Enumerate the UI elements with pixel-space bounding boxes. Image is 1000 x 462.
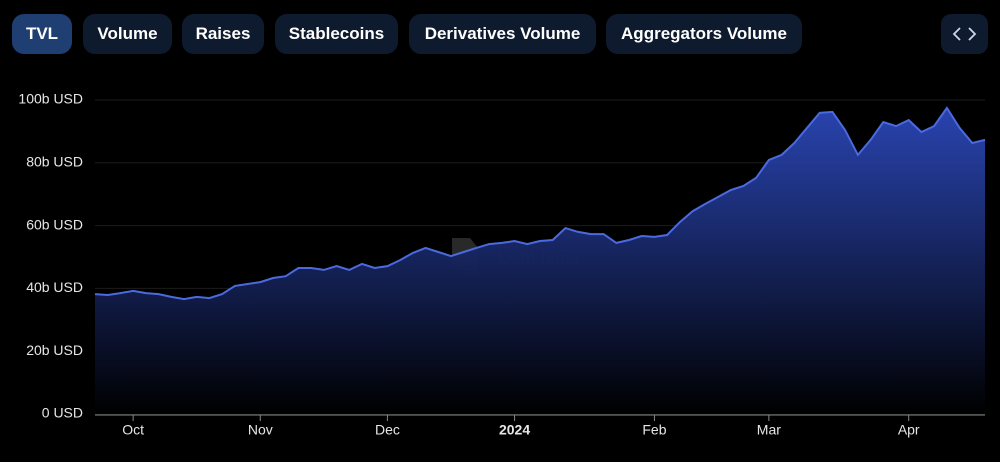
x-tick-label: Oct [122,422,144,438]
embed-icon [952,27,977,41]
tab[interactable]: Derivatives Volume [409,14,596,54]
tab[interactable]: Raises [182,14,264,54]
y-tick-label: 60b USD [26,216,83,232]
y-tick-label: 80b USD [26,154,83,170]
y-tick-label: 100b USD [18,91,83,107]
tab[interactable]: Volume [83,14,172,54]
tab[interactable]: Aggregators Volume [606,14,802,54]
y-tick-label: 20b USD [26,342,83,358]
x-tick-label: Dec [375,422,400,438]
x-tick-label: Mar [757,422,781,438]
x-tick-label: 2024 [499,422,530,438]
area-fill [95,107,985,415]
y-tick-label: 40b USD [26,279,83,295]
tab[interactable]: TVL [12,14,72,54]
y-tick-label: 0 USD [42,405,83,421]
tvl-line [94,106,986,301]
x-tick-label: Feb [642,422,666,438]
tab[interactable]: Stablecoins [275,14,398,54]
x-tick-label: Apr [898,422,920,438]
embed-button[interactable] [941,14,988,54]
x-tick-label: Nov [248,422,273,438]
